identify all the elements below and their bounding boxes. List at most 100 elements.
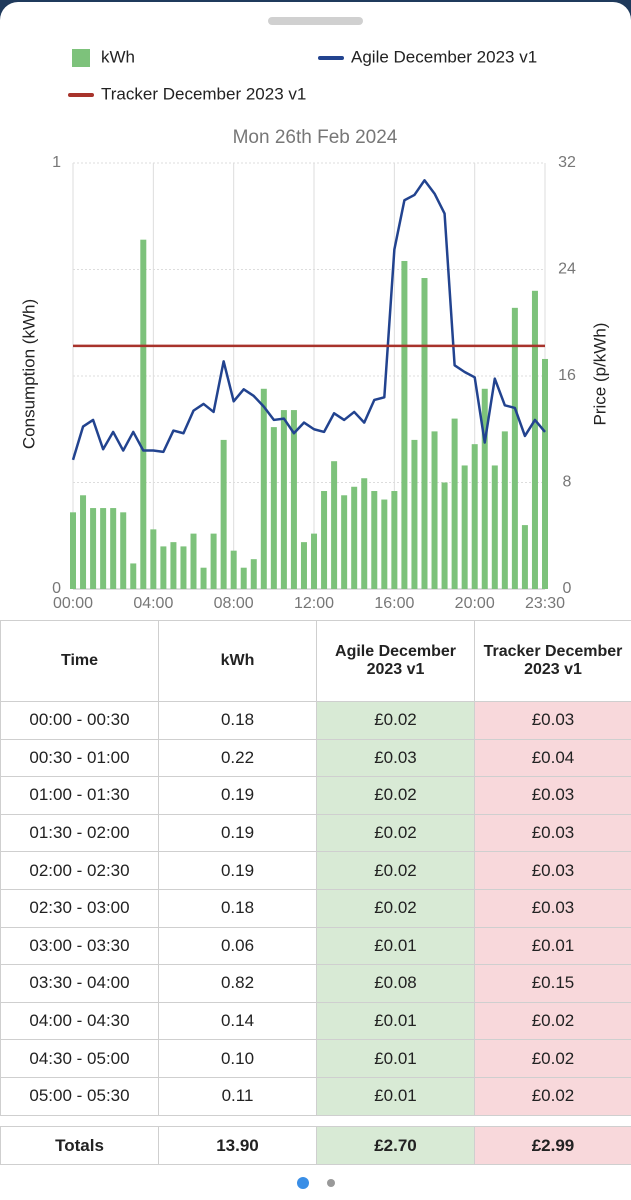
y2-tick-label: 24: [558, 261, 576, 278]
table-cell: 03:00 - 03:30: [0, 926, 159, 966]
table-cell: 00:30 - 01:00: [0, 738, 159, 778]
bar: [180, 546, 187, 589]
totals-cell: £2.70: [316, 1126, 475, 1165]
table-cell: 0.11: [158, 1076, 317, 1116]
bar: [280, 410, 287, 589]
table-cell: 0.82: [158, 964, 317, 1003]
bar: [321, 491, 328, 589]
table-cell: £0.03: [316, 738, 475, 778]
bar: [371, 491, 378, 589]
table-row: 00:30 - 01:00 0.22 £0.03 £0.04: [0, 738, 631, 778]
table-cell: £0.04: [474, 738, 631, 778]
x-tick-label: 08:00: [214, 595, 254, 612]
table-cell: £0.01: [316, 1076, 475, 1116]
table-cell: £0.03: [474, 776, 631, 815]
column-header: Time: [0, 620, 159, 702]
table-cell: 0.18: [158, 888, 317, 928]
bar: [210, 533, 217, 589]
chart-title: Mon 26th Feb 2024: [233, 127, 398, 148]
bar: [431, 431, 438, 589]
table-cell: £0.01: [316, 926, 475, 966]
bar: [170, 542, 177, 589]
bar: [140, 239, 147, 589]
table-cell: 0.14: [158, 1001, 317, 1041]
bar: [300, 542, 307, 589]
table-row: 04:30 - 05:00 0.10 £0.01 £0.02: [0, 1039, 631, 1078]
usage-table: Time kWh Agile December 2023 v1 Tracker Dec…: [0, 620, 631, 1116]
column-header: kWh: [158, 620, 317, 702]
line: [71, 179, 546, 461]
totals-cell: Totals: [0, 1126, 159, 1165]
bar: [80, 495, 87, 589]
y-tick-label: 0: [52, 580, 61, 597]
y2-axis-label: Price (p/kWh): [590, 323, 609, 426]
table-cell: £0.03: [474, 701, 631, 740]
totals-table: Totals 13.90 £2.70 £2.99: [0, 1126, 631, 1165]
table-cell: £0.02: [316, 776, 475, 815]
table-cell: £0.01: [316, 1001, 475, 1041]
table-cell: 03:30 - 04:00: [0, 964, 159, 1003]
chart: Mon 26th Feb 2024 Consumption (kWh) Pric…: [19, 47, 609, 612]
table-cell: £0.03: [474, 813, 631, 853]
table-cell: £0.03: [474, 851, 631, 890]
page-indicator-active[interactable]: [297, 1177, 309, 1189]
y2-tick-label: 16: [558, 367, 576, 384]
drag-handle[interactable]: [268, 17, 363, 25]
bar: [341, 495, 348, 589]
bar: [200, 567, 207, 589]
totals-cell: £2.99: [474, 1126, 631, 1165]
table-cell: £0.02: [474, 1039, 631, 1078]
y2-tick-label: 0: [563, 580, 572, 597]
y2-tick-label: 32: [558, 154, 576, 171]
table-cell: 04:30 - 05:00: [0, 1039, 159, 1078]
bar: [260, 388, 267, 589]
bar: [240, 567, 247, 589]
table-cell: 02:30 - 03:00: [0, 888, 159, 928]
table-cell: 01:00 - 01:30: [0, 776, 159, 815]
table-cell: £0.02: [474, 1001, 631, 1041]
bar: [401, 260, 408, 589]
bar: [230, 550, 237, 589]
bar: [331, 461, 338, 589]
totals-cell: 13.90: [158, 1126, 317, 1165]
y2-tick-label: 8: [563, 474, 572, 491]
x-tick-label: 12:00: [294, 595, 334, 612]
legend-label: kWh: [101, 47, 135, 66]
bar: [250, 559, 257, 589]
table-cell: £0.15: [474, 964, 631, 1003]
bar: [491, 465, 498, 589]
bar: [481, 388, 488, 589]
table-cell: £0.03: [474, 888, 631, 928]
table-row: 01:30 - 02:00 0.19 £0.02 £0.03: [0, 813, 631, 853]
bar: [411, 439, 418, 589]
y-axis-label: Consumption (kWh): [19, 299, 38, 449]
legend-swatch: [72, 49, 90, 67]
bar: [361, 478, 368, 589]
legend-label: Agile December 2023 v1: [351, 47, 537, 66]
table-cell: £0.01: [316, 1039, 475, 1078]
y-tick-label: 1: [52, 154, 61, 171]
bar: [441, 482, 448, 589]
bar: [501, 431, 508, 589]
table-cell: £0.02: [316, 888, 475, 928]
table-row: 03:30 - 04:00 0.82 £0.08 £0.15: [0, 964, 631, 1003]
table-cell: 04:00 - 04:30: [0, 1001, 159, 1041]
bar: [461, 465, 468, 589]
bar: [381, 499, 388, 589]
table-row: 02:00 - 02:30 0.19 £0.02 £0.03: [0, 851, 631, 890]
bar: [120, 512, 127, 589]
table-cell: 02:00 - 02:30: [0, 851, 159, 890]
bar: [110, 508, 117, 589]
bar: [220, 439, 227, 589]
table-cell: 05:00 - 05:30: [0, 1076, 159, 1116]
bar: [190, 533, 197, 589]
table-cell: 01:30 - 02:00: [0, 813, 159, 853]
table-cell: 0.19: [158, 813, 317, 853]
page-indicator[interactable]: [327, 1179, 335, 1187]
bar: [100, 508, 107, 589]
bar: [471, 444, 478, 589]
bar: [270, 427, 277, 589]
table-cell: 0.22: [158, 738, 317, 778]
bar: [521, 525, 528, 589]
bar: [311, 533, 318, 589]
